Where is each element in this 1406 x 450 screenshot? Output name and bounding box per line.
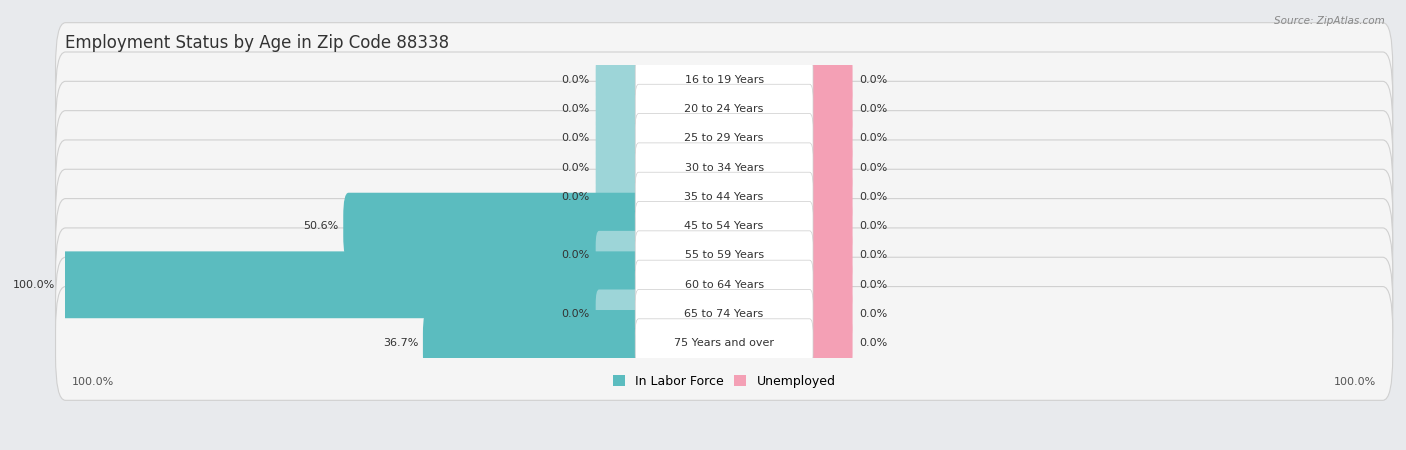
FancyBboxPatch shape bbox=[636, 231, 813, 280]
Text: 35 to 44 Years: 35 to 44 Years bbox=[685, 192, 763, 202]
FancyBboxPatch shape bbox=[56, 111, 1393, 225]
FancyBboxPatch shape bbox=[56, 169, 1393, 283]
Text: 0.0%: 0.0% bbox=[561, 192, 589, 202]
FancyBboxPatch shape bbox=[636, 260, 813, 310]
FancyBboxPatch shape bbox=[636, 55, 813, 104]
FancyBboxPatch shape bbox=[596, 172, 641, 221]
FancyBboxPatch shape bbox=[807, 231, 852, 280]
Text: 50.6%: 50.6% bbox=[304, 221, 339, 231]
Text: 0.0%: 0.0% bbox=[859, 192, 887, 202]
Text: 45 to 54 Years: 45 to 54 Years bbox=[685, 221, 763, 231]
FancyBboxPatch shape bbox=[56, 257, 1393, 371]
FancyBboxPatch shape bbox=[807, 172, 852, 221]
Text: 0.0%: 0.0% bbox=[859, 338, 887, 348]
Text: 0.0%: 0.0% bbox=[859, 133, 887, 143]
Text: 0.0%: 0.0% bbox=[859, 75, 887, 85]
Text: Source: ZipAtlas.com: Source: ZipAtlas.com bbox=[1274, 16, 1385, 26]
FancyBboxPatch shape bbox=[807, 55, 852, 104]
Text: 65 to 74 Years: 65 to 74 Years bbox=[685, 309, 763, 319]
Text: 0.0%: 0.0% bbox=[561, 162, 589, 172]
FancyBboxPatch shape bbox=[807, 143, 852, 192]
FancyBboxPatch shape bbox=[636, 202, 813, 251]
Text: 0.0%: 0.0% bbox=[859, 280, 887, 290]
FancyBboxPatch shape bbox=[636, 289, 813, 339]
FancyBboxPatch shape bbox=[807, 289, 852, 339]
FancyBboxPatch shape bbox=[636, 84, 813, 134]
FancyBboxPatch shape bbox=[343, 193, 644, 260]
FancyBboxPatch shape bbox=[56, 198, 1393, 312]
FancyBboxPatch shape bbox=[636, 172, 813, 221]
FancyBboxPatch shape bbox=[596, 289, 641, 339]
FancyBboxPatch shape bbox=[636, 113, 813, 163]
FancyBboxPatch shape bbox=[807, 84, 852, 134]
FancyBboxPatch shape bbox=[807, 202, 852, 251]
Text: Employment Status by Age in Zip Code 88338: Employment Status by Age in Zip Code 883… bbox=[66, 34, 450, 52]
FancyBboxPatch shape bbox=[596, 113, 641, 163]
Text: 25 to 29 Years: 25 to 29 Years bbox=[685, 133, 763, 143]
FancyBboxPatch shape bbox=[56, 22, 1393, 136]
Text: 0.0%: 0.0% bbox=[859, 104, 887, 114]
Text: 0.0%: 0.0% bbox=[859, 251, 887, 261]
Text: 16 to 19 Years: 16 to 19 Years bbox=[685, 75, 763, 85]
Text: 100.0%: 100.0% bbox=[1334, 377, 1376, 387]
Text: 0.0%: 0.0% bbox=[561, 251, 589, 261]
FancyBboxPatch shape bbox=[60, 252, 644, 318]
Text: 0.0%: 0.0% bbox=[561, 104, 589, 114]
FancyBboxPatch shape bbox=[423, 310, 644, 377]
FancyBboxPatch shape bbox=[636, 143, 813, 192]
FancyBboxPatch shape bbox=[56, 52, 1393, 166]
FancyBboxPatch shape bbox=[596, 55, 641, 104]
Text: 0.0%: 0.0% bbox=[859, 221, 887, 231]
Text: 0.0%: 0.0% bbox=[859, 309, 887, 319]
Text: 20 to 24 Years: 20 to 24 Years bbox=[685, 104, 763, 114]
FancyBboxPatch shape bbox=[636, 319, 813, 368]
FancyBboxPatch shape bbox=[596, 231, 641, 280]
Text: 30 to 34 Years: 30 to 34 Years bbox=[685, 162, 763, 172]
FancyBboxPatch shape bbox=[56, 228, 1393, 342]
Legend: In Labor Force, Unemployed: In Labor Force, Unemployed bbox=[607, 370, 841, 393]
Text: 60 to 64 Years: 60 to 64 Years bbox=[685, 280, 763, 290]
FancyBboxPatch shape bbox=[56, 287, 1393, 400]
FancyBboxPatch shape bbox=[807, 319, 852, 368]
FancyBboxPatch shape bbox=[596, 84, 641, 134]
FancyBboxPatch shape bbox=[807, 260, 852, 310]
FancyBboxPatch shape bbox=[807, 113, 852, 163]
FancyBboxPatch shape bbox=[56, 81, 1393, 195]
Text: 0.0%: 0.0% bbox=[859, 162, 887, 172]
Text: 0.0%: 0.0% bbox=[561, 133, 589, 143]
FancyBboxPatch shape bbox=[596, 143, 641, 192]
Text: 0.0%: 0.0% bbox=[561, 75, 589, 85]
FancyBboxPatch shape bbox=[56, 140, 1393, 254]
Text: 75 Years and over: 75 Years and over bbox=[673, 338, 775, 348]
Text: 100.0%: 100.0% bbox=[72, 377, 114, 387]
Text: 0.0%: 0.0% bbox=[561, 309, 589, 319]
Text: 55 to 59 Years: 55 to 59 Years bbox=[685, 251, 763, 261]
Text: 36.7%: 36.7% bbox=[382, 338, 419, 348]
Text: 100.0%: 100.0% bbox=[13, 280, 56, 290]
